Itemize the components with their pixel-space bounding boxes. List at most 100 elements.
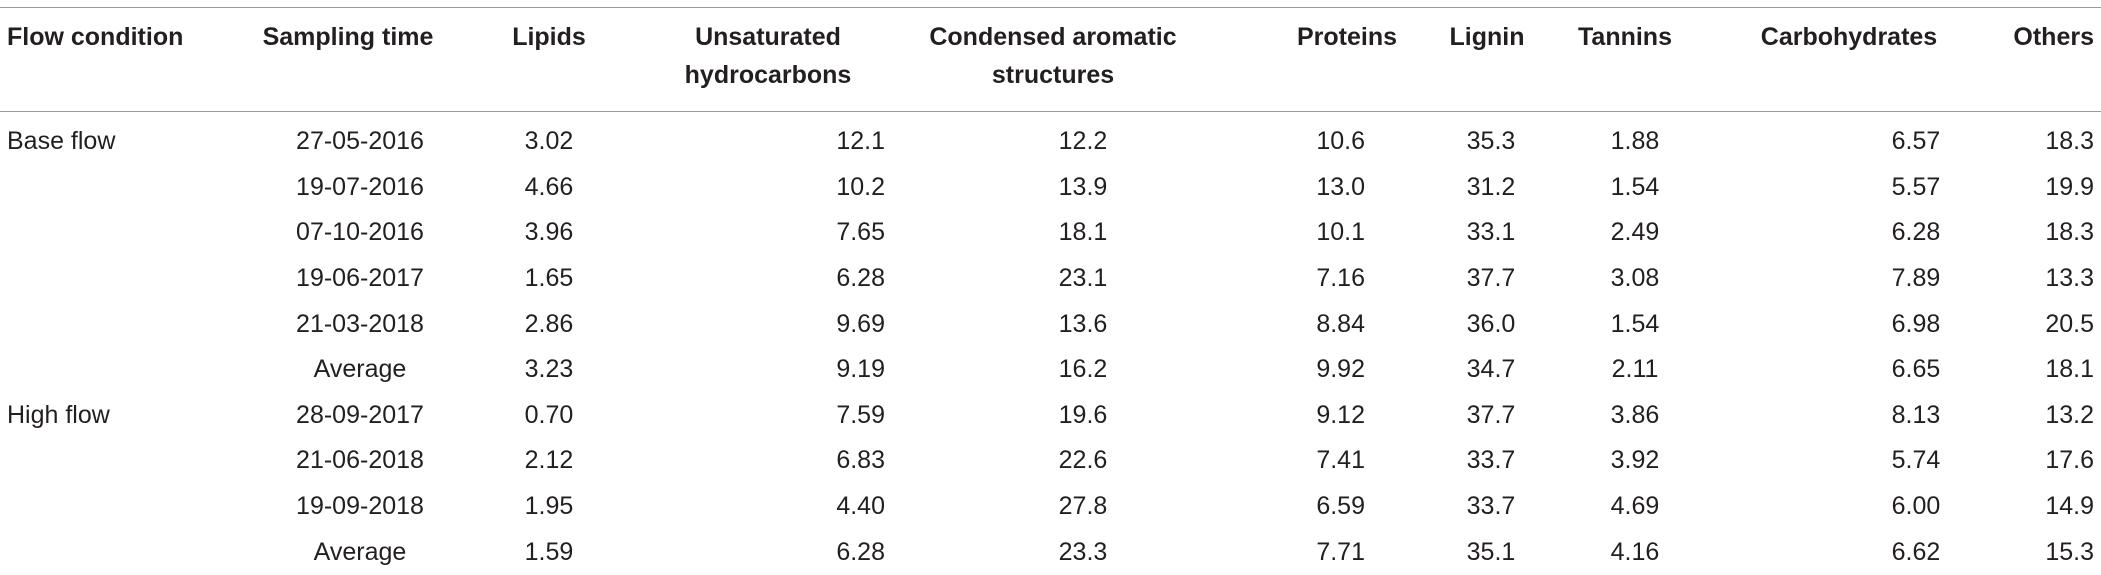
table-cell: 7.41 — [1316, 446, 1365, 475]
table-cell: 18.1 — [2045, 355, 2094, 384]
table-cell: 9.92 — [1316, 355, 1365, 384]
table-cell: 9.69 — [836, 309, 885, 338]
table-cell: 13.0 — [1316, 172, 1365, 201]
column-header: Proteins — [1296, 23, 1398, 51]
table-cell: 2.11 — [1611, 355, 1659, 384]
table-cell: 6.00 — [1891, 492, 1941, 520]
column-header: Carbohydrates — [1760, 23, 1938, 51]
table-cell: 8.84 — [1316, 309, 1365, 338]
table-cell: 9.19 — [836, 355, 885, 384]
table-cell: 18.1 — [1058, 218, 1108, 247]
table-cell: 37.7 — [1466, 264, 1516, 292]
table-cell: 2.12 — [524, 446, 574, 475]
top-rule — [0, 7, 2101, 8]
table-cell: 1.54 — [1610, 309, 1660, 338]
table-cell: 6.59 — [1316, 492, 1365, 520]
table-cell: 27.8 — [1058, 492, 1108, 520]
table-cell: 5.74 — [1891, 446, 1941, 475]
table-cell: 0.70 — [524, 400, 574, 429]
table-cell: 4.69 — [1610, 492, 1660, 520]
table-cell: 3.23 — [524, 355, 574, 384]
table-cell: 37.7 — [1466, 400, 1516, 429]
sampling-time: 19-09-2018 — [296, 492, 424, 520]
table-cell: 19.6 — [1058, 400, 1108, 429]
column-header: Flow condition — [7, 23, 184, 51]
table-cell: 1.88 — [1610, 127, 1660, 156]
table-cell: 13.9 — [1058, 172, 1108, 201]
table-cell: 4.66 — [524, 172, 574, 201]
table-cell: 15.3 — [2045, 537, 2094, 566]
table-cell: 1.54 — [1610, 172, 1660, 201]
table-cell: 33.7 — [1466, 446, 1516, 475]
table-cell: 6.62 — [1891, 537, 1941, 566]
header-rule — [0, 111, 2101, 112]
sampling-time: Average — [313, 355, 407, 384]
table-cell: 1.95 — [524, 492, 574, 520]
table-cell: 33.1 — [1466, 218, 1516, 247]
table-cell: 18.3 — [2045, 218, 2094, 247]
table-cell: 6.98 — [1891, 309, 1941, 338]
table-cell: 10.2 — [836, 172, 885, 201]
table-cell: 22.6 — [1058, 446, 1108, 475]
table-cell: 6.28 — [836, 264, 885, 292]
table-cell: 2.86 — [524, 309, 574, 338]
table-cell: 6.28 — [836, 537, 885, 566]
table-cell: 10.6 — [1316, 127, 1365, 156]
sampling-time: 19-06-2017 — [296, 264, 424, 292]
table-cell: 4.40 — [836, 492, 885, 520]
table-cell: 7.59 — [836, 400, 885, 429]
table-cell: 34.7 — [1466, 355, 1516, 384]
table-cell: 13.2 — [2045, 400, 2094, 429]
table-cell: 16.2 — [1058, 355, 1108, 384]
table-cell: 19.9 — [2045, 172, 2094, 201]
table-cell: 17.6 — [2045, 446, 2094, 475]
table-cell: 13.3 — [2045, 264, 2094, 292]
table-cell: 23.3 — [1058, 537, 1108, 566]
table-cell: 5.57 — [1891, 172, 1941, 201]
sampling-time: 19-07-2016 — [296, 172, 424, 201]
table-cell: 3.08 — [1610, 264, 1660, 292]
table-cell: 13.6 — [1058, 309, 1108, 338]
sampling-time: 28-09-2017 — [296, 400, 424, 429]
group-label: High flow — [7, 400, 110, 429]
table-cell: 8.13 — [1891, 400, 1941, 429]
table-cell: 3.92 — [1610, 446, 1660, 475]
column-header: Tannins — [1578, 23, 1672, 51]
table-cell: 12.2 — [1058, 127, 1108, 156]
table-cell: 7.89 — [1891, 264, 1941, 292]
table-cell: 6.65 — [1891, 355, 1941, 384]
table-cell: 35.3 — [1466, 127, 1516, 156]
column-header: Lipids — [512, 23, 586, 51]
table-cell: 7.71 — [1316, 537, 1365, 566]
table-cell: 14.9 — [2045, 492, 2094, 520]
table-cell: 18.3 — [2045, 127, 2094, 156]
table-cell: 36.0 — [1466, 309, 1516, 338]
table-cell: 6.28 — [1891, 218, 1941, 247]
table-cell: 7.16 — [1316, 264, 1365, 292]
sampling-time: 07-10-2016 — [296, 218, 424, 247]
table-cell: 1.59 — [524, 537, 574, 566]
table-cell: 7.65 — [836, 218, 885, 247]
table-cell: 31.2 — [1466, 172, 1516, 201]
sampling-time: 21-06-2018 — [296, 446, 424, 475]
table-cell: 6.57 — [1891, 127, 1941, 156]
table-cell: 23.1 — [1058, 264, 1108, 292]
table-cell: 12.1 — [836, 127, 885, 156]
table-cell: 35.1 — [1466, 537, 1516, 566]
column-header: Lignin — [1449, 23, 1525, 51]
table-cell: 2.49 — [1610, 218, 1660, 247]
column-header: Sampling time — [262, 23, 434, 51]
column-header: Others — [2013, 23, 2094, 51]
table-cell: 4.16 — [1610, 537, 1660, 566]
column-header: Condensed aromatic structures — [929, 23, 1177, 89]
group-label: Base flow — [7, 127, 116, 156]
table-cell: 10.1 — [1316, 218, 1365, 247]
table-cell: 3.02 — [524, 127, 574, 156]
table-cell: 6.83 — [836, 446, 885, 475]
sampling-time: 27-05-2016 — [296, 127, 424, 156]
table-cell: 9.12 — [1316, 400, 1365, 429]
table-cell: 3.96 — [524, 218, 574, 247]
table-cell: 20.5 — [2045, 309, 2094, 338]
sampling-time: 21-03-2018 — [296, 309, 424, 338]
